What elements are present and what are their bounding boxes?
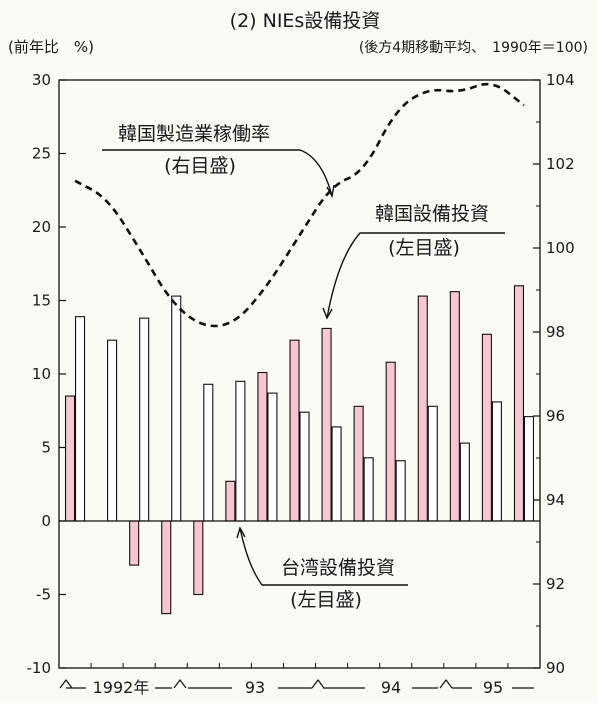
korea-investment-bar (129, 520, 140, 566)
taiwan-investment-bar (139, 317, 150, 522)
left-tick-label: 30 (32, 71, 51, 89)
korea-investment-bar (353, 405, 364, 522)
taiwan-investment-bar (491, 401, 502, 522)
taiwan-investment-bar (267, 392, 278, 522)
taiwan-investment-bar (395, 460, 406, 522)
bar-layer (64, 285, 535, 615)
taiwan-investment-bar (459, 442, 470, 522)
left-tick-label: 0 (41, 512, 51, 530)
taiwan-investment-bar (427, 405, 438, 522)
right-axis-label: (後方4期移動平均、 1990年＝100) (359, 40, 588, 56)
x-period-break (311, 679, 325, 689)
annotation-korea-investment-label: 韓国設備投資 (375, 203, 489, 225)
right-tick-label: 94 (546, 491, 565, 509)
right-tick-label: 96 (546, 407, 565, 425)
annotation-taiwan-investment-leader (239, 527, 408, 586)
taiwan-investment-bar (107, 339, 118, 522)
annotation-korea-utilization-label: 韓国製造業稼働率 (118, 123, 270, 145)
taiwan-investment-bar (363, 457, 374, 522)
line-layer (74, 82, 525, 328)
annotation-korea-investment-sub: (左目盛) (388, 237, 460, 259)
korea-investment-bar (225, 480, 236, 522)
left-tick-label: 25 (32, 145, 51, 163)
right-tick-label: 98 (546, 323, 565, 341)
korea-investment-bar (289, 339, 300, 522)
x-period-label: 94 (381, 678, 401, 697)
taiwan-investment-bar (523, 416, 535, 522)
right-tick-label: 92 (546, 575, 565, 593)
annotation-korea-investment: 韓国設備投資 (左目盛) (322, 203, 505, 320)
axis-layer: -10 -5 0 5 10 15 20 25 30 90 92 94 96 98 100 102 104 1992… (27, 71, 575, 697)
taiwan-investment-bar (299, 411, 310, 522)
taiwan-investment-bar (235, 380, 246, 522)
annotation-taiwan-investment-arrowhead (236, 526, 246, 539)
left-tick-label: 10 (32, 365, 51, 383)
taiwan-investment-bar (74, 316, 86, 522)
annotation-korea-utilization-leader (102, 149, 333, 197)
korea-investment-bar (161, 520, 172, 615)
korea-investment-bar (513, 285, 525, 522)
taiwan-investment-bar (171, 295, 182, 522)
annotation-korea-investment-arrowhead (322, 307, 333, 320)
korea-investment-bar (481, 333, 492, 522)
annotation-taiwan-investment-sub: (左目盛) (290, 589, 362, 611)
right-tick-label: 102 (546, 155, 575, 173)
korea-investment-bar (449, 291, 460, 522)
korea-investment-bar (64, 395, 76, 522)
x-period-break (439, 679, 453, 689)
taiwan-investment-bar (203, 383, 214, 522)
x-period-break (59, 679, 73, 689)
left-tick-label: 20 (32, 218, 51, 236)
annotation-korea-utilization: 韓国製造業稼働率 (右目盛) (102, 123, 335, 199)
x-period-label: 93 (245, 678, 265, 697)
annotation-korea-utilization-sub: (右目盛) (164, 155, 236, 177)
annotation-korea-utilization-arrowhead (326, 184, 335, 199)
annotation-taiwan-investment-label: 台湾設備投資 (281, 557, 395, 579)
x-period-label: 95 (483, 678, 503, 697)
korea-investment-bar (417, 295, 428, 522)
korea-investment-bar (257, 371, 268, 522)
right-tick-label: 100 (546, 239, 575, 257)
left-tick-label: -10 (27, 659, 52, 677)
annotation-korea-investment-leader (326, 232, 505, 319)
korea-investment-bar (321, 327, 332, 522)
chart-title: (2) NIEs設備投資 (230, 10, 381, 32)
x-period-break (173, 679, 187, 689)
korea-utilization-line (74, 82, 525, 328)
right-tick-label: 90 (546, 659, 565, 677)
annotation-taiwan-investment: 台湾設備投資 (左目盛) (236, 526, 408, 611)
korea-investment-bar (385, 361, 396, 522)
left-tick-label: 15 (32, 292, 51, 310)
left-tick-label: -5 (36, 586, 51, 604)
korea-investment-bar (193, 520, 204, 596)
right-tick-label: 104 (546, 71, 575, 89)
left-tick-label: 5 (41, 439, 51, 457)
left-axis-label: (前年比 %) (8, 38, 94, 56)
x-period-label: 1992年 (93, 678, 150, 697)
taiwan-investment-bar (331, 426, 342, 522)
